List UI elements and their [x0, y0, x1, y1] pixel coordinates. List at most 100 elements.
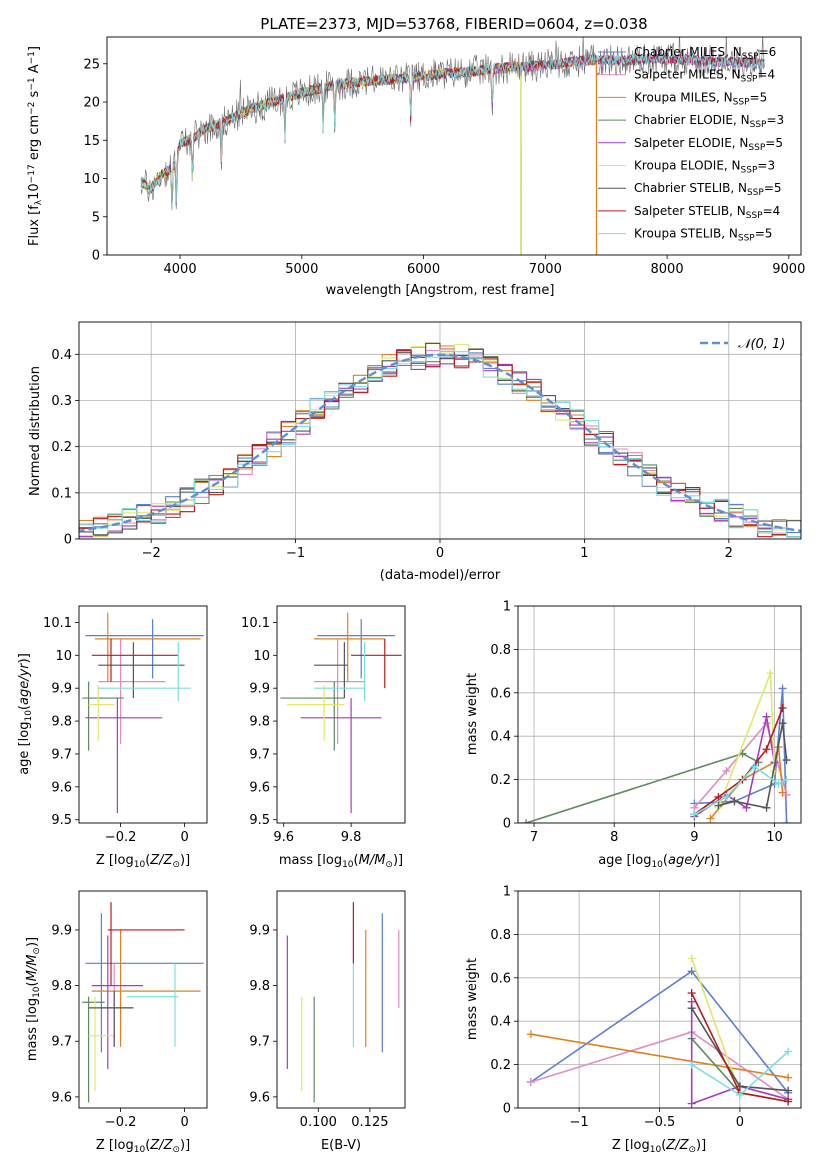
series-line	[525, 752, 759, 823]
legend: 𝒩(0, 1)	[700, 337, 785, 352]
legend-label: Salpeter MILES, NSSP=4	[634, 68, 775, 85]
legend-label: Salpeter ELODIE, NSSP=5	[634, 136, 783, 153]
axes-frame	[517, 605, 802, 824]
age-z-axes: −0.2 0 9.5 9.6 9.7 9.8 9.9 10 10.1	[43, 605, 208, 845]
x-tick-label: 9	[690, 830, 698, 845]
y-axis-label: age [log10(age/yr)]	[17, 653, 34, 775]
y-tick-label: 0.6	[490, 686, 511, 701]
data-point	[782, 775, 791, 784]
data-point	[526, 1030, 535, 1039]
data-point	[735, 1090, 744, 1099]
plot-area	[82, 612, 204, 814]
x-tick-label: 10	[766, 830, 783, 845]
y-tick-label: 0	[92, 249, 100, 264]
x-axis-label: age [log10(age/yr)]	[598, 853, 720, 870]
data-point	[730, 797, 739, 806]
weight-age-axes: 7 8 9 10 0 0.2 0.4 0.6 0.8 1	[490, 600, 802, 845]
residual-axes: −2 −1 0 1 2 0 0.1 0.2 0.3 0.4	[51, 321, 802, 561]
data-point	[687, 1004, 696, 1013]
axes-frame	[276, 890, 406, 1109]
data-point	[762, 803, 771, 812]
y-tick-label: 1	[503, 600, 511, 615]
x-tick-label: 0.125	[351, 1115, 388, 1130]
series-line	[140, 53, 765, 206]
x-tick-label: 0.100	[300, 1115, 337, 1130]
y-tick-label: 0.2	[51, 440, 72, 455]
y-tick-label: 9.6	[249, 780, 270, 795]
data-point	[750, 762, 759, 771]
y-tick-label: 10	[83, 172, 100, 187]
y-tick-label: 0.4	[51, 348, 72, 363]
data-point	[782, 790, 791, 799]
y-tick-label: 0	[503, 817, 511, 832]
y-tick-label: 10.1	[241, 616, 270, 631]
y-tick-label: 9.7	[51, 1035, 72, 1050]
legend-label: Chabrier STELIB, NSSP=5	[634, 181, 782, 198]
x-tick-label: −0.5	[644, 1115, 676, 1130]
plot-area	[286, 902, 400, 1103]
y-tick-label: 9.8	[51, 715, 72, 730]
y-tick-label: 9.6	[249, 1090, 270, 1105]
data-point	[687, 967, 696, 976]
y-tick-label: 15	[83, 134, 100, 149]
data-point	[714, 801, 723, 810]
x-tick-label: 8000	[651, 262, 684, 277]
series-line	[690, 958, 741, 1094]
series-line	[140, 53, 765, 211]
mass-ebv-axes: 0.100 0.125 9.6 9.7 9.8 9.9	[249, 890, 406, 1130]
x-tick-label: 5000	[285, 262, 318, 277]
x-tick-label: −1	[286, 546, 305, 561]
x-tick-label: 0	[436, 546, 444, 561]
plot-area	[140, 37, 765, 255]
y-axis-label: Flux [fλ10−17 erg cm−2 s−1 A−1]	[27, 46, 44, 246]
series-line	[530, 1033, 789, 1079]
x-axis-label: Z [log10(Z/Z⊙)]	[612, 1138, 706, 1155]
weight-z-axes: −1 −0.5 0 0 0.2 0.4 0.6 0.8 1	[490, 885, 802, 1130]
data-point	[526, 1077, 535, 1086]
data-point	[784, 1097, 793, 1106]
x-tick-label: 0	[736, 1115, 744, 1130]
y-axis-label: mass [log10(M/M⊙)]	[25, 937, 42, 1061]
data-point	[690, 810, 699, 819]
y-tick-label: 0.6	[490, 971, 511, 986]
plot-area	[518, 606, 801, 823]
series-line	[693, 707, 784, 815]
data-point	[766, 669, 775, 678]
legend-label: Salpeter STELIB, NSSP=4	[634, 204, 780, 221]
y-tick-label: 9.5	[249, 813, 270, 828]
y-tick-label: 9.7	[51, 747, 72, 762]
y-tick-label: 9.7	[249, 1035, 270, 1050]
y-tick-label: 0.8	[490, 928, 511, 943]
x-tick-label: −1	[570, 1115, 589, 1130]
data-point	[687, 1060, 696, 1069]
y-tick-label: 20	[83, 96, 100, 111]
data-point	[687, 988, 696, 997]
plot-area	[79, 322, 801, 539]
legend-label: Kroupa MILES, NSSP=5	[634, 90, 767, 107]
legend-label: Kroupa ELODIE, NSSP=3	[634, 159, 775, 176]
data-point	[714, 792, 723, 801]
x-tick-label: 7	[530, 830, 538, 845]
data-point	[782, 819, 791, 823]
legend-label: 𝒩(0, 1)	[738, 337, 785, 352]
data-point	[774, 779, 783, 788]
x-tick-label: −0.2	[105, 830, 137, 845]
x-tick-label: −0.2	[105, 1115, 137, 1130]
data-point	[784, 1047, 793, 1056]
x-tick-label: 9.6	[273, 830, 294, 845]
data-point	[722, 766, 731, 775]
x-tick-label: 7000	[529, 262, 562, 277]
mass-z-axes: −0.2 0 9.6 9.7 9.8 9.9	[51, 890, 208, 1130]
data-point	[782, 756, 791, 765]
x-tick-label: 2	[725, 546, 733, 561]
data-point	[778, 788, 787, 797]
x-axis-label: E(B-V)	[321, 1138, 361, 1153]
series-line	[79, 353, 801, 533]
x-tick-label: −2	[142, 546, 161, 561]
data-point	[742, 803, 751, 812]
y-tick-label: 1	[503, 885, 511, 900]
x-axis-label: wavelength [Angstrom, rest frame]	[326, 283, 555, 298]
axes-frame	[276, 605, 406, 824]
data-point	[778, 719, 787, 728]
